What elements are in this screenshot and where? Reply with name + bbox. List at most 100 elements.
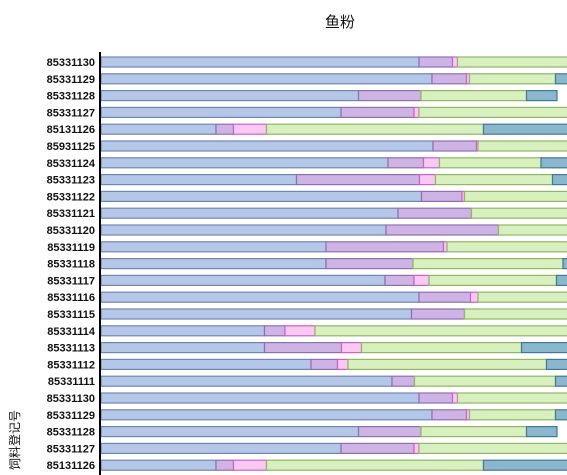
bar-segment-1 (100, 174, 298, 186)
bar-segment-2 (325, 258, 414, 270)
bar-segment-2 (215, 123, 235, 135)
bar-segment-2 (418, 392, 454, 404)
bar-segment-1 (100, 308, 413, 320)
bar-segment-1 (100, 207, 399, 219)
bar-segment-4 (413, 375, 557, 387)
bar-segment-4 (434, 174, 554, 186)
bar-segment-1 (100, 241, 327, 253)
bar-segment-3 (413, 274, 430, 286)
bar-segment-3 (418, 174, 437, 186)
bar-segment-3 (284, 325, 316, 337)
bar-segment-1 (100, 274, 386, 286)
bar-segment-1 (100, 73, 433, 85)
bar-segment-2 (325, 241, 445, 253)
y-tick-label: 85131126 (47, 124, 95, 136)
bar-segment-2 (410, 308, 466, 320)
bar-segment-5 (482, 123, 567, 135)
y-tick-label: 85331111 (48, 376, 95, 388)
bar-segment-2 (263, 342, 343, 354)
bar-segment-4 (463, 190, 567, 202)
bar-segment-4 (265, 459, 485, 471)
bar-segment-2 (431, 409, 468, 421)
bar-segment-5 (520, 342, 567, 354)
y-tick-label: 85331129 (47, 74, 95, 86)
y-tick-label: 85331112 (47, 359, 95, 371)
y-tick-label: 85331130 (47, 393, 95, 405)
bar-segment-2 (215, 459, 235, 471)
bar-segment-5 (525, 89, 558, 102)
y-tick-label: 85331128 (47, 91, 95, 103)
bar-segment-1 (100, 291, 420, 303)
y-tick-label: 85331114 (47, 326, 96, 338)
y-tick-label: 85331122 (47, 191, 95, 203)
y-axis-label: 饲料登记号 (7, 410, 22, 470)
bar-segment-2 (387, 157, 425, 169)
y-tick-label: 85331115 (47, 309, 95, 321)
y-tick-label: 85331120 (47, 225, 95, 237)
bar-segment-2 (384, 274, 415, 286)
bar-segment-4 (456, 392, 567, 404)
y-tick-label: 85331113 (47, 343, 95, 355)
bar-segment-1 (100, 442, 342, 454)
bar-segment-4 (477, 291, 567, 303)
chart-title: 鱼粉 (325, 13, 355, 31)
bar-segment-5 (482, 459, 567, 471)
bar-segment-3 (232, 123, 268, 135)
bar-segment-4 (477, 140, 567, 152)
y-tick-label: 85331117 (47, 275, 95, 287)
bar-segment-2 (397, 207, 473, 219)
bar-segment-2 (340, 106, 415, 119)
bar-segment-1 (100, 140, 434, 152)
bar-segment-1 (100, 375, 393, 387)
bar-segment-4 (420, 89, 528, 102)
bar-segment-1 (100, 123, 217, 135)
bar-segment-1 (100, 342, 266, 354)
bar-segment-2 (357, 426, 422, 438)
bar-segment-2 (295, 174, 421, 186)
bar-segment-1 (100, 89, 360, 102)
y-tick-label: 85331124 (47, 158, 96, 170)
bar-segment-4 (456, 56, 567, 68)
bar-segment-3 (336, 358, 349, 370)
bar-segment-2 (310, 358, 339, 370)
bar-segment-4 (418, 442, 567, 454)
bars-group (100, 56, 567, 471)
bar-segment-1 (100, 56, 420, 68)
bar-segment-2 (431, 73, 468, 85)
bar-segment-4 (468, 409, 557, 421)
y-tick-label: 85331127 (47, 107, 95, 119)
bar-segment-3 (413, 106, 420, 119)
bar-segment-2 (420, 190, 463, 202)
bar-segment-1 (100, 157, 389, 169)
bar-segment-3 (232, 459, 268, 471)
y-tick-labels: 85331130 85331129 85331128 85331127 85131126… (47, 57, 96, 472)
bar-segment-3 (340, 342, 363, 354)
y-tick-label: 85331127 (47, 443, 95, 455)
bar-segment-1 (100, 106, 342, 119)
bar-segment-5 (554, 409, 567, 421)
bar-segment-2 (263, 325, 286, 337)
bar-segment-3 (413, 442, 420, 454)
bar-segment-4 (314, 325, 567, 337)
y-tick-label: 85331116 (47, 292, 95, 304)
bar-segment-3 (451, 392, 459, 404)
bar-segment-2 (432, 140, 478, 152)
y-tick-label: 85331118 (47, 259, 95, 271)
y-tick-label: 85331130 (47, 57, 95, 69)
bar-segment-4 (420, 426, 528, 438)
bar-segment-1 (100, 190, 423, 202)
bar-segment-2 (357, 89, 422, 102)
bar-segment-1 (100, 325, 266, 337)
bar-segment-4 (412, 258, 564, 270)
y-tick-label: 85131126 (47, 460, 95, 472)
bar-segment-3 (422, 157, 441, 169)
bar-segment-4 (265, 123, 485, 135)
bar-segment-4 (468, 73, 557, 85)
bar-segment-4 (438, 157, 542, 169)
y-tick-label: 85331119 (47, 242, 95, 254)
bar-segment-5 (551, 174, 567, 186)
bar-segment-5 (555, 274, 567, 286)
bar-segment-1 (100, 392, 420, 404)
bar-segment-4 (446, 241, 567, 253)
bar-segment-5 (545, 358, 567, 370)
